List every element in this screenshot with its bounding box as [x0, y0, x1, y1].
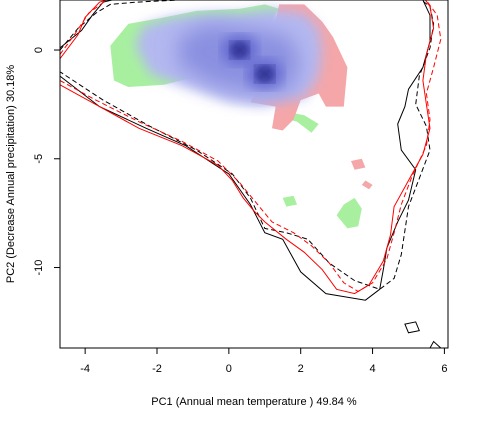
red-blob1-region — [351, 158, 366, 170]
x-tick-label: 0 — [226, 363, 232, 375]
x-tick-label: -4 — [80, 363, 90, 375]
density-peak-1 — [230, 42, 249, 59]
density-peak-2 — [255, 65, 274, 82]
y-tick-label: 0 — [33, 47, 45, 53]
plot-frame — [59, 0, 449, 349]
y-axis: 0 -5 -10 — [33, 47, 60, 276]
red-blob2-region — [361, 180, 373, 190]
y-tick-label: -5 — [33, 154, 45, 164]
overlap-density — [135, 8, 323, 107]
x-axis-label: PC1 (Annual mean temperature ) 49.84 % — [151, 396, 357, 408]
x-tick-label: 2 — [298, 363, 304, 375]
x-tick-label: -2 — [152, 363, 162, 375]
green-blob3-region — [282, 195, 298, 207]
small-loop-black-envelope — [404, 321, 420, 334]
x-tick-label: 4 — [369, 363, 375, 375]
green-blob1-region — [289, 113, 319, 133]
y-axis-label: PC2 (Decrease Annual precipitation) 30.1… — [5, 65, 17, 284]
y-tick-label: -10 — [33, 260, 45, 276]
corner-black-envelope — [429, 340, 442, 348]
green-blob2-region — [336, 197, 362, 229]
x-axis: -4 -2 0 2 4 6 — [80, 348, 447, 375]
red-solid-envelope — [60, 0, 435, 295]
x-tick-label: 6 — [441, 363, 447, 375]
environment-envelopes — [60, 0, 442, 348]
